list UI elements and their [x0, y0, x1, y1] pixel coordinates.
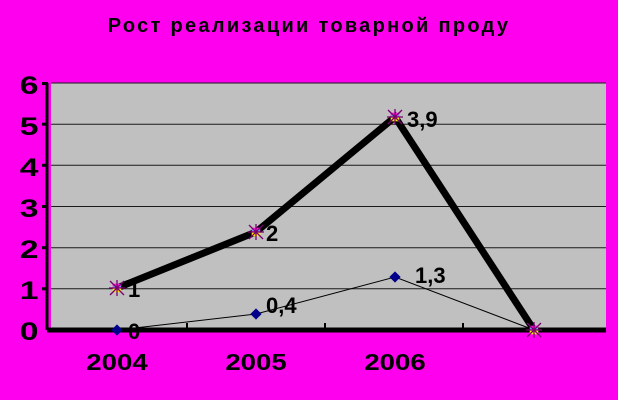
svg-text:3,9: 3,9: [407, 107, 438, 132]
svg-text:2: 2: [20, 236, 39, 264]
svg-text:5: 5: [20, 113, 39, 141]
svg-text:2: 2: [266, 221, 278, 246]
svg-text:1: 1: [128, 277, 140, 302]
svg-text:2006: 2006: [364, 350, 425, 375]
svg-text:2005: 2005: [225, 350, 286, 375]
svg-text:3: 3: [20, 195, 39, 223]
svg-text:0: 0: [128, 319, 140, 344]
svg-text:4: 4: [20, 154, 39, 182]
svg-text:0,4: 0,4: [266, 293, 297, 318]
svg-text:6: 6: [20, 72, 39, 100]
svg-text:0: 0: [20, 318, 39, 346]
svg-text:1,3: 1,3: [415, 263, 446, 288]
svg-text:2004: 2004: [86, 350, 147, 375]
svg-text:1: 1: [20, 277, 39, 305]
